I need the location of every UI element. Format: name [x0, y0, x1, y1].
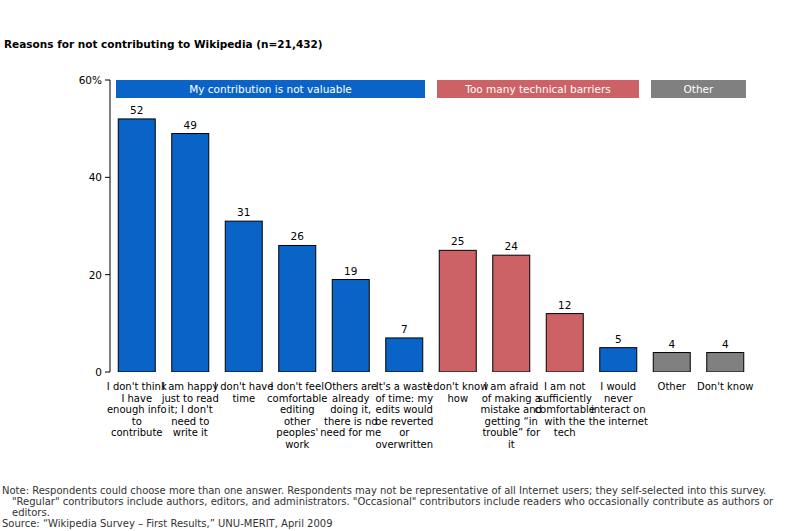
x-tick-label: I don't know how: [427, 381, 489, 404]
data-label: 24: [505, 240, 519, 252]
bar: [653, 353, 690, 372]
y-tick-label: 60%: [79, 74, 102, 86]
source: Source: “Wikipedia Survey – First Result…: [2, 518, 792, 529]
data-label: 4: [722, 338, 729, 350]
data-label: 4: [668, 338, 675, 350]
bar: [118, 119, 155, 372]
data-label: 19: [344, 265, 357, 277]
x-tick-label: I would never interact on the internet: [587, 381, 649, 427]
bars: [118, 119, 744, 372]
bar: [600, 348, 637, 372]
group-header-label: My contribution is not valuable: [189, 83, 352, 95]
y-tick: [105, 177, 110, 178]
data-label: 25: [451, 235, 464, 247]
x-tick-label: I don't think I have enough info to cont…: [106, 381, 168, 439]
x-tick-label: I am afraid of making a mistake and gett…: [480, 381, 542, 450]
footer: Note: Respondents could choose more than…: [2, 485, 792, 529]
bar: [439, 250, 476, 372]
y-tick: [105, 80, 110, 81]
x-tick-label: Others are already doing it, there is no…: [320, 381, 382, 439]
data-label: 31: [237, 206, 250, 218]
x-tick-label: I am happy just to read it; I don't need…: [159, 381, 221, 439]
group-header: [437, 80, 639, 98]
group-header: [116, 80, 425, 98]
y-tick-label: 0: [95, 366, 102, 378]
data-label: 49: [184, 119, 197, 131]
y-tick-label: 20: [89, 269, 102, 281]
data-label: 7: [401, 323, 408, 335]
y-tick: [105, 274, 110, 275]
group-header-label: Other: [684, 83, 714, 95]
chart-title: Reasons for not contributing to Wikipedi…: [4, 38, 323, 50]
y-tick: [105, 372, 110, 373]
bar: [707, 353, 744, 372]
x-tick-label: I don't have time: [213, 381, 275, 404]
data-label: 5: [615, 333, 622, 345]
x-tick-label: Other: [641, 381, 703, 393]
x-tick-label: Don't know: [694, 381, 756, 393]
x-tick-label: I am not sufficiently comfortable with t…: [534, 381, 596, 439]
group-header: [651, 80, 746, 98]
data-label: 26: [291, 230, 305, 242]
y-tick-label: 40: [89, 171, 102, 183]
x-tick-label: It's a waste of time: my edits would be …: [373, 381, 435, 450]
bar: [493, 255, 530, 372]
bar: [225, 221, 262, 372]
chart-root: Reasons for not contributing to Wikipedi…: [0, 0, 800, 531]
note: Note: Respondents could choose more than…: [2, 485, 792, 518]
bar: [332, 280, 369, 372]
bar: [279, 245, 316, 372]
group-header-label: Too many technical barriers: [464, 83, 610, 95]
y-axis-line: [110, 80, 111, 372]
bar: [386, 338, 423, 372]
bar: [172, 134, 209, 372]
bar: [546, 314, 583, 372]
x-tick-label: I don't feel comfortable editing other p…: [266, 381, 328, 450]
chart-svg: Reasons for not contributing to Wikipedi…: [0, 0, 800, 531]
data-label: 12: [558, 299, 571, 311]
data-label: 52: [130, 104, 143, 116]
